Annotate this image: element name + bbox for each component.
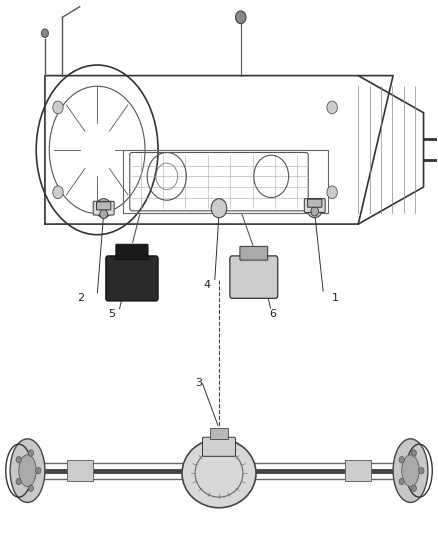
Text: 3: 3: [195, 378, 202, 388]
Circle shape: [16, 478, 21, 484]
Text: 2: 2: [78, 293, 85, 303]
Text: 4: 4: [204, 280, 211, 290]
FancyBboxPatch shape: [106, 256, 158, 301]
FancyBboxPatch shape: [67, 460, 93, 481]
FancyBboxPatch shape: [307, 199, 322, 207]
Circle shape: [36, 467, 41, 474]
FancyBboxPatch shape: [93, 201, 114, 215]
Circle shape: [236, 11, 246, 23]
FancyBboxPatch shape: [96, 202, 111, 210]
Circle shape: [419, 467, 424, 474]
Circle shape: [100, 209, 107, 219]
Circle shape: [53, 186, 63, 199]
Circle shape: [311, 207, 318, 216]
FancyBboxPatch shape: [210, 428, 228, 439]
FancyBboxPatch shape: [240, 246, 268, 260]
Circle shape: [100, 204, 108, 213]
Text: 1: 1: [332, 293, 339, 303]
Circle shape: [16, 457, 21, 463]
Circle shape: [399, 457, 404, 463]
Ellipse shape: [393, 439, 428, 503]
Circle shape: [399, 478, 404, 484]
Circle shape: [28, 485, 33, 491]
Circle shape: [411, 450, 417, 456]
Circle shape: [307, 199, 322, 217]
FancyBboxPatch shape: [116, 244, 148, 260]
Circle shape: [411, 485, 417, 491]
Text: 5: 5: [108, 309, 115, 319]
FancyBboxPatch shape: [230, 256, 278, 298]
Circle shape: [96, 199, 112, 217]
Circle shape: [42, 29, 48, 37]
Circle shape: [53, 101, 63, 114]
Ellipse shape: [402, 455, 419, 487]
FancyBboxPatch shape: [202, 437, 236, 456]
FancyBboxPatch shape: [345, 460, 371, 481]
Ellipse shape: [182, 439, 256, 508]
Circle shape: [211, 199, 227, 217]
Circle shape: [28, 450, 33, 456]
Circle shape: [327, 101, 337, 114]
Ellipse shape: [19, 455, 36, 487]
Circle shape: [327, 186, 337, 199]
Text: 6: 6: [269, 309, 276, 319]
FancyBboxPatch shape: [304, 199, 325, 213]
Ellipse shape: [10, 439, 45, 503]
